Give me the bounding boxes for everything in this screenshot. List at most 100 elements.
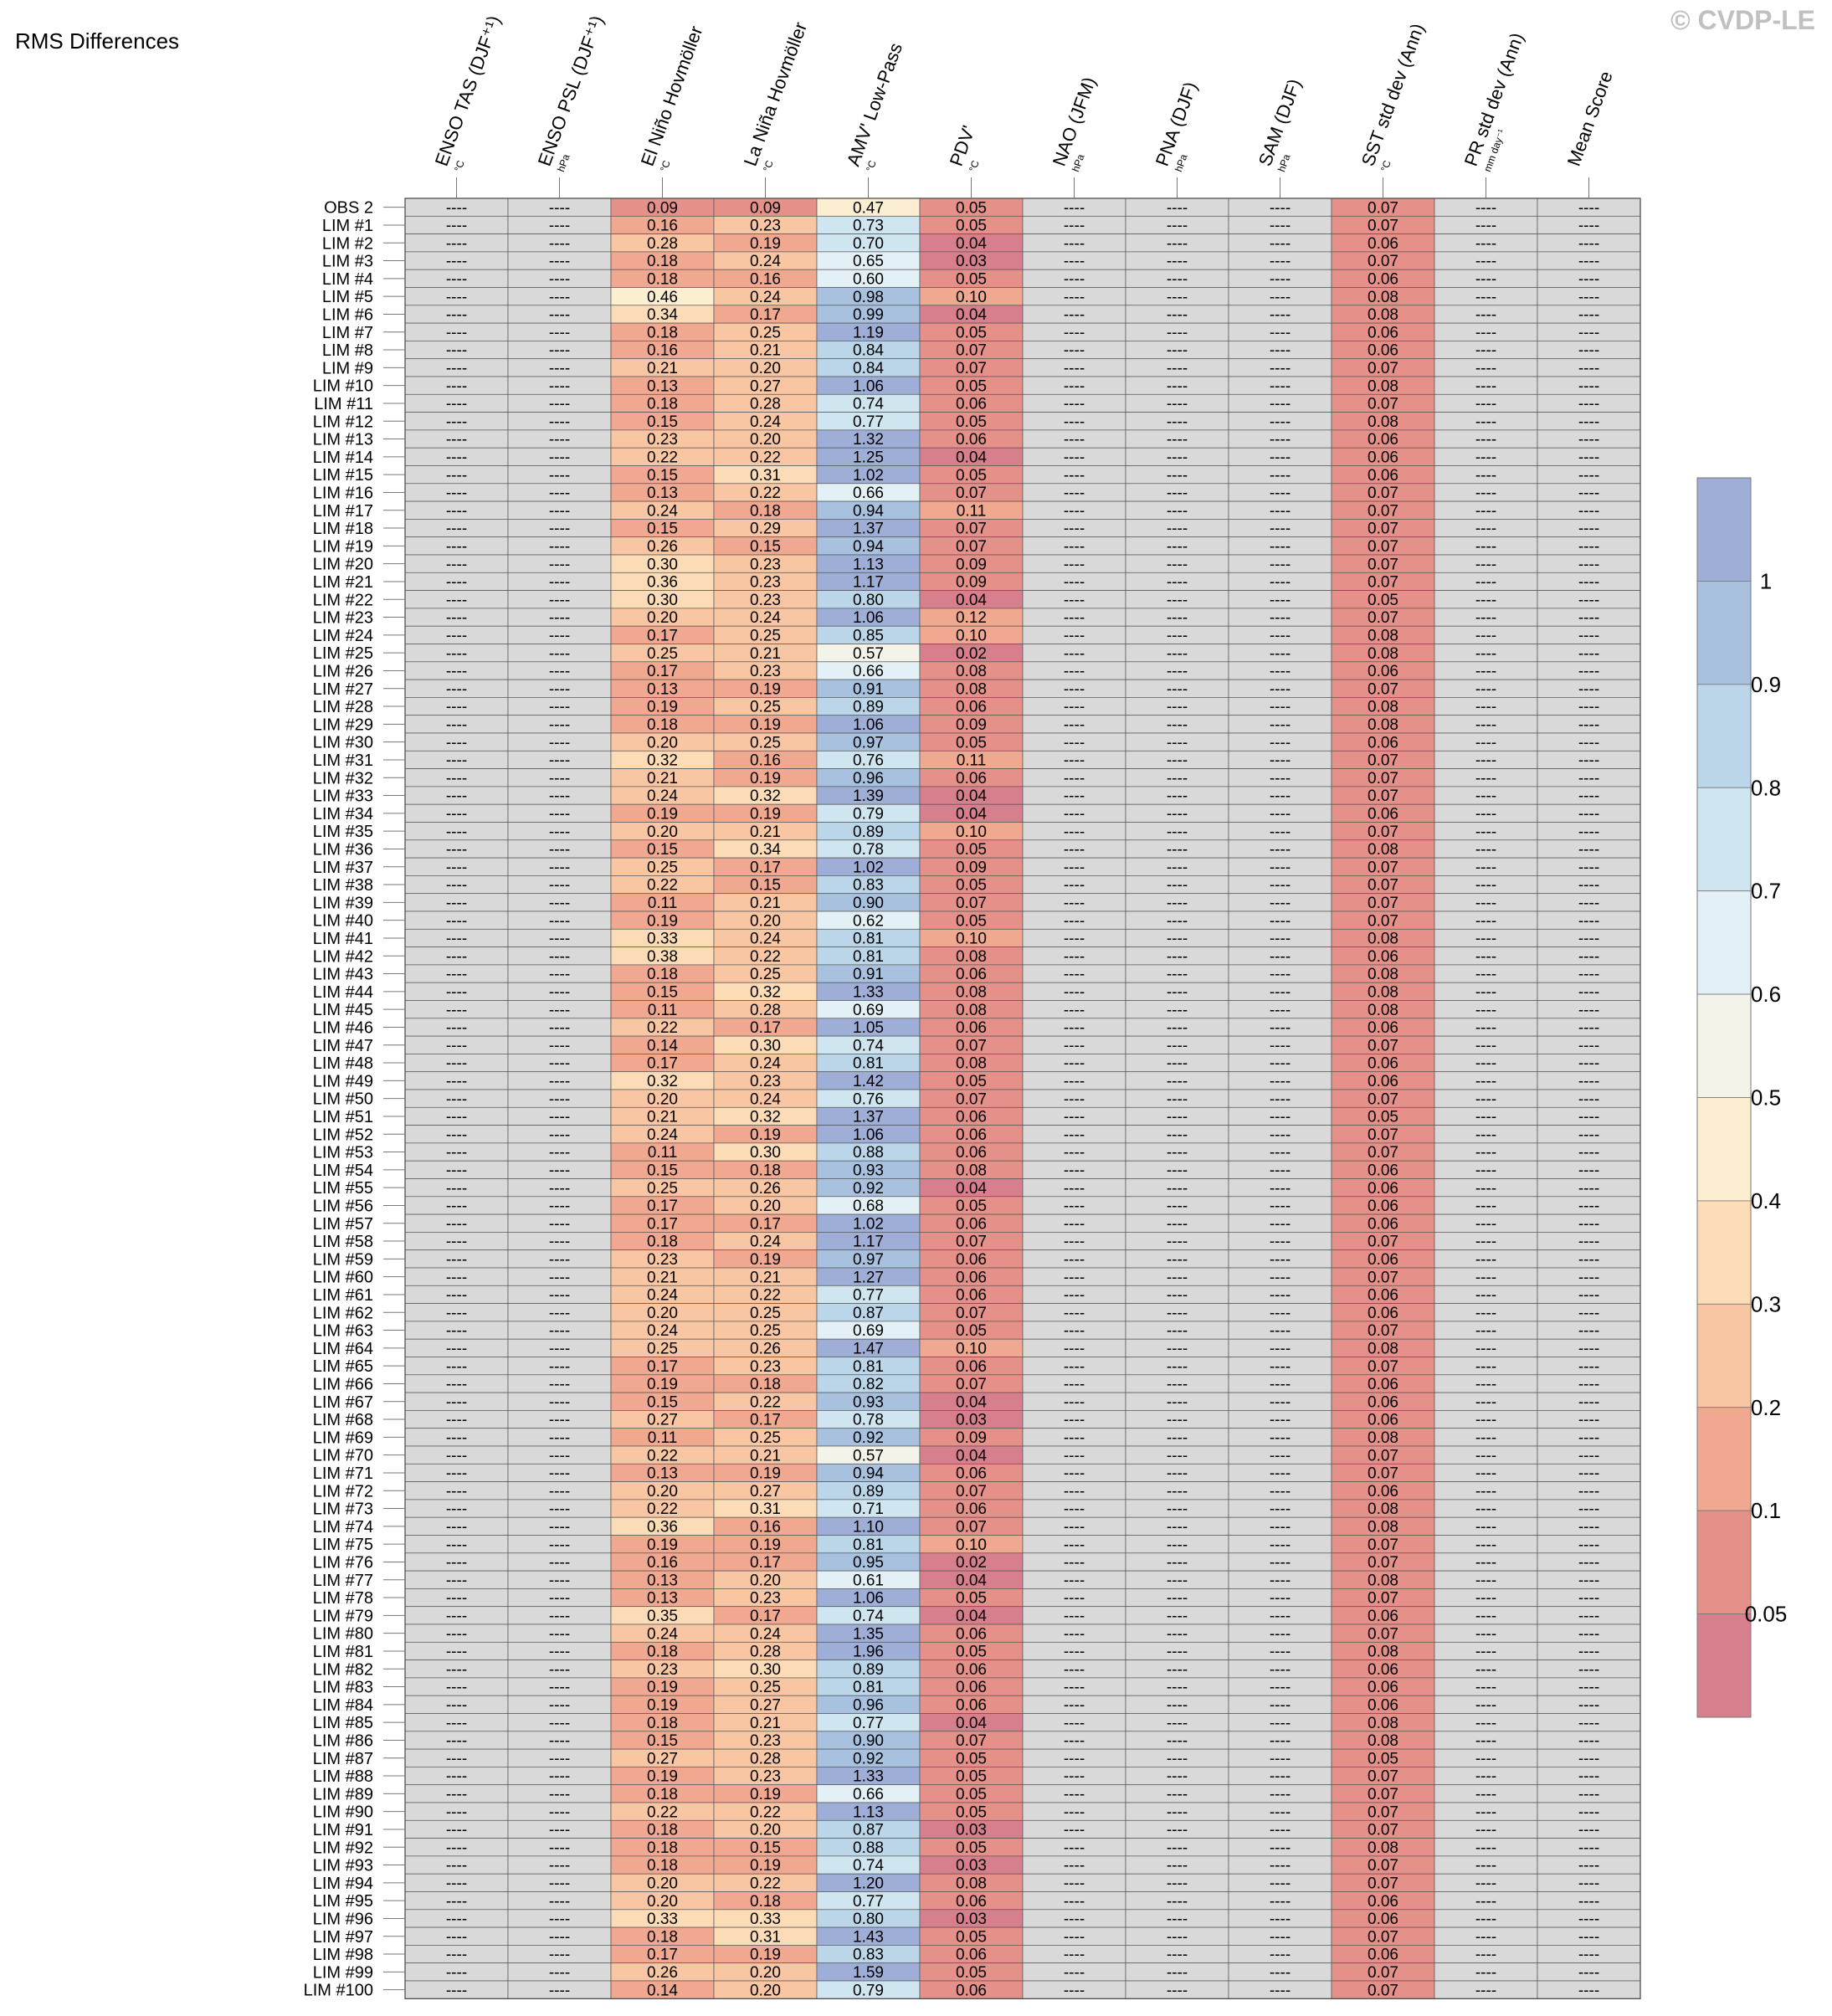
cell-missing: ---- <box>1064 218 1085 235</box>
row-label: LIM #83 <box>313 1679 373 1697</box>
cell-missing: ---- <box>1475 645 1496 663</box>
cell-value: 0.27 <box>750 1697 781 1715</box>
cell-missing: ---- <box>1167 1590 1188 1608</box>
cell-value: 0.07 <box>1368 1554 1398 1572</box>
cell-value: 0.94 <box>853 1465 884 1483</box>
cell-value: 0.08 <box>956 1875 987 1893</box>
cell-value: 0.06 <box>1368 1019 1398 1037</box>
cell-missing: ---- <box>1270 841 1291 859</box>
cell-missing: ---- <box>1475 396 1496 413</box>
cell-missing: ---- <box>1270 1287 1291 1305</box>
cell-value: 0.05 <box>956 912 987 930</box>
cell-missing: ---- <box>1167 1305 1188 1322</box>
cell-value: 0.15 <box>647 467 678 485</box>
cell-value: 0.78 <box>853 841 884 859</box>
cell-value: 0.06 <box>1368 1073 1398 1090</box>
cell-missing: ---- <box>1167 1465 1188 1483</box>
cell-missing: ---- <box>549 396 570 413</box>
column-header-sst-std-dev-ann: SST std dev (Ann)°C <box>1357 21 1429 174</box>
cell-missing: ---- <box>446 1037 467 1054</box>
cell-value: 0.03 <box>956 253 987 270</box>
cell-value: 0.20 <box>647 734 678 752</box>
cell-value: 0.81 <box>853 1358 884 1376</box>
cell-missing: ---- <box>1064 1162 1085 1180</box>
cell-missing: ---- <box>1578 1875 1599 1893</box>
cell-value: 0.19 <box>647 1679 678 1696</box>
cell-value: 0.18 <box>750 1376 781 1393</box>
row-label: LIM #8 <box>322 341 373 360</box>
cell-value: 0.07 <box>1368 895 1398 912</box>
cell-missing: ---- <box>1167 538 1188 556</box>
cell-value: 0.23 <box>647 431 678 449</box>
cell-missing: ---- <box>446 1644 467 1661</box>
cell-value: 0.06 <box>956 1251 987 1269</box>
cell-value: 1.10 <box>853 1519 884 1536</box>
cell-missing: ---- <box>1270 716 1291 734</box>
row-label: LIM #13 <box>313 431 373 449</box>
cell-missing: ---- <box>1270 502 1291 520</box>
cell-missing: ---- <box>1167 396 1188 413</box>
cell-missing: ---- <box>1064 1465 1085 1483</box>
cell-missing: ---- <box>1064 806 1085 823</box>
cell-value: 0.07 <box>1368 556 1398 573</box>
cell-value: 0.06 <box>1368 1305 1398 1322</box>
cell-value: 0.25 <box>750 966 781 983</box>
cell-value: 0.20 <box>750 912 781 930</box>
cell-value: 0.25 <box>647 1341 678 1358</box>
cell-value: 0.07 <box>1368 787 1398 805</box>
cell-value: 0.09 <box>750 199 781 217</box>
cell-missing: ---- <box>1475 377 1496 395</box>
cell-missing: ---- <box>446 806 467 823</box>
column-unit: °C <box>452 158 467 173</box>
cell-missing: ---- <box>1475 806 1496 823</box>
cell-missing: ---- <box>1578 1447 1599 1465</box>
cell-missing: ---- <box>549 787 570 805</box>
cell-missing: ---- <box>1475 1768 1496 1786</box>
cell-value: 0.20 <box>750 1982 781 1999</box>
cell-value: 0.24 <box>647 1322 678 1340</box>
cell-missing: ---- <box>1064 1055 1085 1073</box>
cell-value: 0.46 <box>647 289 678 306</box>
row-label: LIM #91 <box>313 1821 373 1839</box>
cell-value: 0.32 <box>750 1109 781 1126</box>
cell-value: 0.08 <box>1368 966 1398 983</box>
cell-missing: ---- <box>1475 752 1496 770</box>
cell-value: 0.09 <box>956 859 987 876</box>
cell-value: 0.27 <box>647 1412 678 1429</box>
row-label: LIM #97 <box>313 1928 373 1947</box>
cell-value: 0.19 <box>750 1251 781 1269</box>
cell-missing: ---- <box>446 360 467 377</box>
cell-missing: ---- <box>549 1109 570 1126</box>
cell-missing: ---- <box>1270 1269 1291 1286</box>
cell-value: 0.18 <box>647 1644 678 1661</box>
cell-value: 0.81 <box>853 1679 884 1696</box>
cell-missing: ---- <box>549 609 570 627</box>
cell-missing: ---- <box>1475 1019 1496 1037</box>
cell-missing: ---- <box>1475 1554 1496 1572</box>
cell-value: 0.87 <box>853 1305 884 1322</box>
cell-missing: ---- <box>1578 806 1599 823</box>
cell-missing: ---- <box>1475 324 1496 341</box>
row-label: OBS 2 <box>324 199 373 218</box>
cell-value: 0.10 <box>956 823 987 841</box>
cell-value: 0.06 <box>956 1269 987 1286</box>
cell-missing: ---- <box>446 1661 467 1679</box>
cell-missing: ---- <box>1064 1234 1085 1251</box>
cell-value: 1.02 <box>853 1215 884 1233</box>
cell-value: 0.82 <box>853 1376 884 1393</box>
row-label: LIM #46 <box>313 1018 373 1037</box>
cell-value: 0.18 <box>647 716 678 734</box>
row-label: LIM #78 <box>313 1589 373 1608</box>
cell-missing: ---- <box>1064 1947 1085 1964</box>
cell-missing: ---- <box>549 1536 570 1554</box>
cell-missing: ---- <box>446 1002 467 1019</box>
cell-value: 0.04 <box>956 1447 987 1465</box>
cell-missing: ---- <box>1167 485 1188 502</box>
cell-missing: ---- <box>1167 1661 1188 1679</box>
column-unit: °C <box>864 158 879 173</box>
cell-value: 0.22 <box>750 449 781 467</box>
colorbar-bin <box>1696 993 1752 1098</box>
cell-missing: ---- <box>1475 1376 1496 1393</box>
cell-missing: ---- <box>1475 1803 1496 1821</box>
cell-missing: ---- <box>446 752 467 770</box>
